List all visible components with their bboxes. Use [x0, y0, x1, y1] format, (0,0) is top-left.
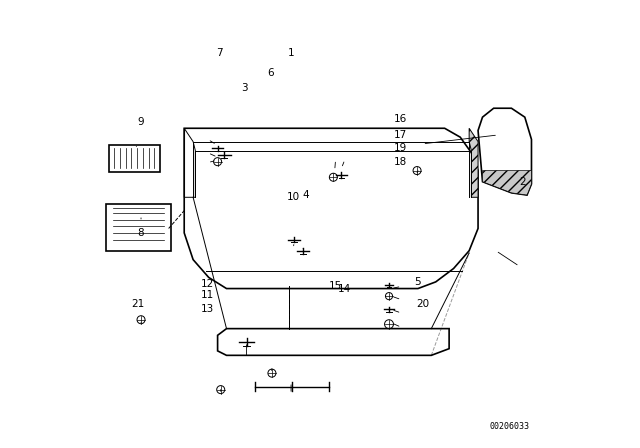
- Text: 4: 4: [303, 190, 309, 200]
- Text: 2: 2: [519, 177, 526, 187]
- Text: 11: 11: [201, 290, 214, 300]
- Text: 1: 1: [288, 47, 294, 58]
- Polygon shape: [483, 171, 531, 195]
- Text: 17: 17: [394, 130, 407, 140]
- Text: 12: 12: [201, 279, 214, 289]
- Text: 15: 15: [329, 281, 342, 291]
- Text: 21: 21: [131, 299, 144, 309]
- Text: 5: 5: [415, 277, 421, 287]
- Text: 13: 13: [201, 304, 214, 314]
- Text: 18: 18: [394, 157, 407, 167]
- Text: 20: 20: [416, 299, 429, 309]
- Text: 14: 14: [339, 284, 351, 293]
- Text: 19: 19: [394, 143, 407, 153]
- Text: 9: 9: [138, 116, 145, 127]
- Text: 6: 6: [268, 68, 275, 78]
- Text: 8: 8: [138, 228, 145, 238]
- Text: 10: 10: [287, 192, 300, 202]
- Text: 7: 7: [216, 47, 223, 58]
- Text: 16: 16: [394, 114, 407, 125]
- Polygon shape: [469, 128, 478, 197]
- Text: 00206033: 00206033: [489, 422, 529, 431]
- Text: 3: 3: [241, 83, 248, 93]
